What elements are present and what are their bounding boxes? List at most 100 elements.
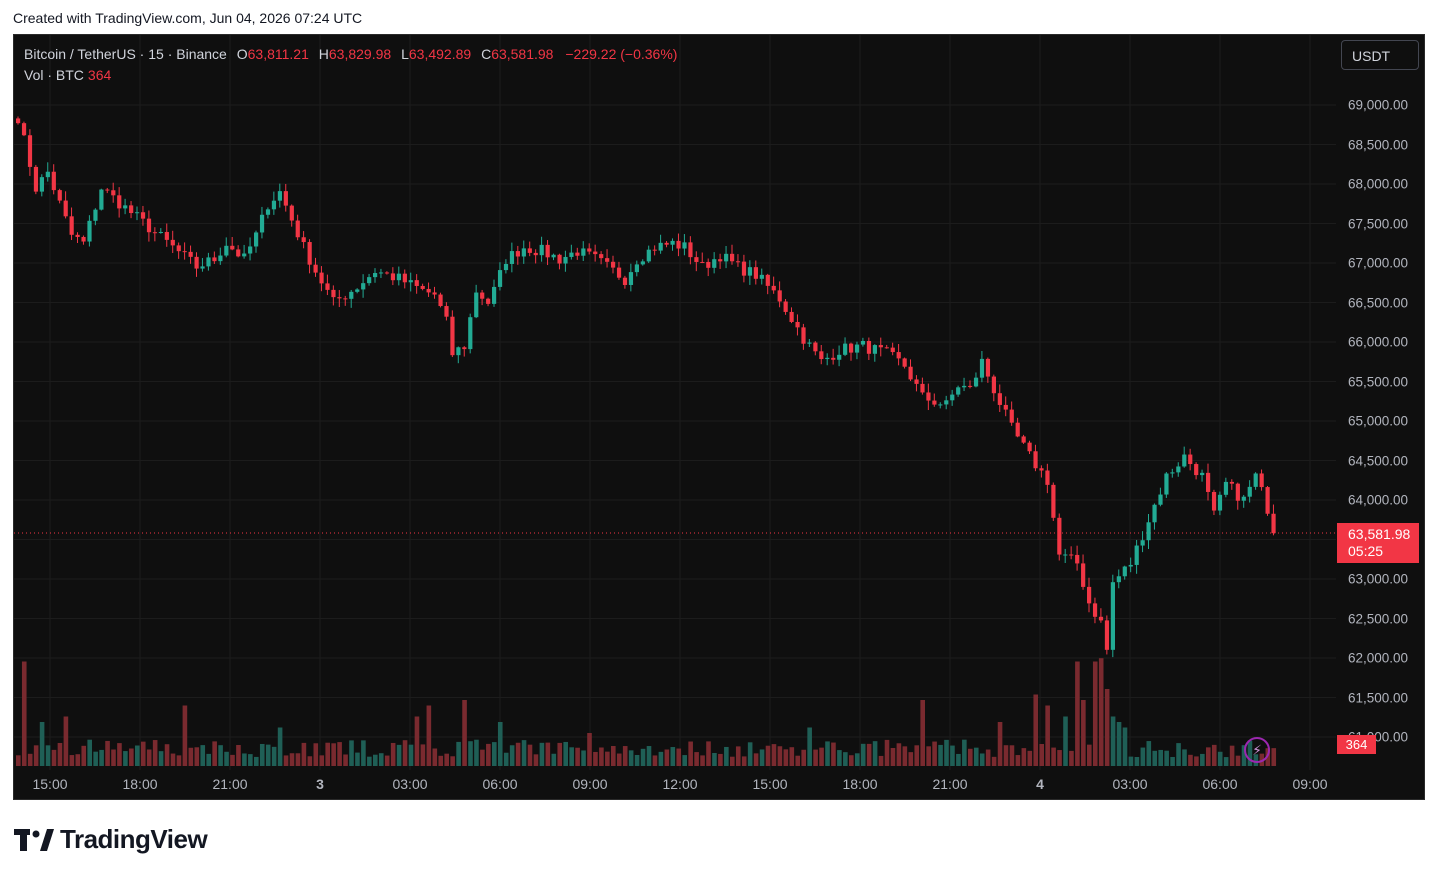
currency-button[interactable]: USDT — [1341, 40, 1419, 70]
candle-body — [248, 246, 253, 254]
volume-bar — [825, 741, 830, 766]
candlestick-chart[interactable] — [14, 35, 1426, 801]
volume-bar — [182, 705, 188, 766]
volume-bar — [480, 749, 485, 766]
candle-body — [724, 253, 729, 262]
candle-body — [1259, 473, 1264, 488]
volume-bar — [426, 705, 432, 766]
time-axis-tick: 3 — [316, 776, 324, 792]
candle-body — [1063, 554, 1068, 556]
candle-body — [860, 340, 866, 345]
candle-body — [295, 220, 300, 238]
candle-body — [932, 400, 937, 405]
candle-body — [1140, 540, 1145, 546]
candle-body — [950, 394, 955, 401]
candle-body — [545, 244, 550, 258]
volume-label[interactable]: Vol · BTC — [24, 67, 84, 83]
candle-body — [1092, 603, 1098, 617]
volume-bar — [1194, 756, 1199, 766]
candle-body — [87, 220, 92, 242]
volume-bar — [396, 744, 402, 766]
volume-bar — [831, 742, 836, 766]
candle-body — [265, 209, 271, 215]
time-axis-tick: 4 — [1036, 776, 1044, 792]
candle-body — [1200, 472, 1205, 476]
volume-bar — [914, 745, 920, 766]
candle-body — [230, 245, 235, 250]
chart-frame[interactable]: Bitcoin / TetherUS · 15 · Binance O63,81… — [13, 34, 1425, 800]
volume-bar — [283, 755, 289, 766]
lightning-bolt-icon[interactable]: ⚡ — [1244, 737, 1270, 763]
candle-body — [616, 267, 622, 278]
time-axis-tick: 03:00 — [392, 776, 428, 792]
volume-bar — [307, 756, 313, 766]
candle-body — [1247, 486, 1252, 497]
candle-body — [503, 263, 509, 271]
candle-body — [1104, 620, 1110, 650]
volume-bar — [973, 747, 979, 766]
volume-bar — [527, 744, 533, 766]
volume-bar — [492, 742, 497, 766]
candle-body — [979, 358, 985, 378]
candle-body — [991, 376, 996, 394]
candle-body — [765, 274, 770, 286]
candle-body — [349, 291, 354, 299]
volume-bar — [63, 716, 69, 766]
candle-body — [1116, 576, 1121, 583]
candle-body — [129, 205, 134, 214]
candle-body — [1122, 566, 1127, 577]
price-axis-tick: 65,500.00 — [1348, 374, 1409, 389]
candle-body — [1098, 616, 1104, 621]
volume-bar — [1009, 745, 1015, 766]
candle-body — [1194, 464, 1199, 476]
candle-body — [33, 166, 39, 192]
volume-bar — [242, 753, 247, 766]
candle-body — [1206, 472, 1211, 492]
volume-bar — [117, 743, 122, 766]
candle-body — [694, 257, 699, 262]
volume-bar — [741, 756, 747, 766]
tradingview-logo[interactable]: TradingView — [14, 824, 208, 855]
volume-bar — [854, 753, 860, 766]
close-label: C — [481, 46, 492, 62]
volume-bar — [1271, 748, 1277, 766]
volume-bar — [712, 752, 717, 766]
candle-body — [908, 366, 913, 380]
time-axis-tick: 15:00 — [32, 776, 68, 792]
volume-bar — [837, 750, 842, 766]
price-axis-tick: 66,000.00 — [1348, 334, 1409, 350]
volume-bar — [271, 746, 277, 766]
change-value: −229.22 (−0.36%) — [565, 46, 678, 62]
volume-bar — [634, 754, 640, 766]
volume-bar — [1176, 743, 1181, 766]
candle-body — [634, 264, 639, 273]
candle-body — [45, 171, 50, 178]
time-axis-tick: 09:00 — [1292, 776, 1328, 792]
candle-body — [801, 327, 806, 344]
candle-body — [450, 316, 455, 356]
candle-body — [218, 255, 223, 262]
volume-bar — [367, 756, 372, 766]
volume-bar — [801, 749, 806, 766]
current-price-tag: 63,581.98 05:25 — [1337, 523, 1419, 563]
volume-bar — [1229, 745, 1235, 766]
volume-bar — [860, 743, 866, 766]
volume-bar — [1241, 745, 1247, 766]
candle-body — [658, 242, 663, 251]
time-axis-tick: 03:00 — [1112, 776, 1148, 792]
symbol-title[interactable]: Bitcoin / TetherUS · 15 · Binance — [24, 46, 227, 62]
volume-bar — [515, 742, 521, 766]
volume-bar — [569, 747, 574, 766]
candle-body — [920, 383, 925, 393]
tradingview-logo-icon — [14, 827, 54, 853]
volume-bar — [979, 753, 985, 766]
ohlc-legend: Bitcoin / TetherUS · 15 · Binance O63,81… — [24, 46, 677, 62]
volume-bar — [39, 722, 45, 766]
volume-bar — [593, 751, 598, 766]
candle-body — [170, 239, 175, 246]
candle-body — [480, 292, 485, 299]
candle-body — [575, 252, 580, 256]
volume-bar — [557, 742, 563, 766]
candle-body — [325, 283, 330, 290]
candle-body — [1176, 466, 1181, 473]
